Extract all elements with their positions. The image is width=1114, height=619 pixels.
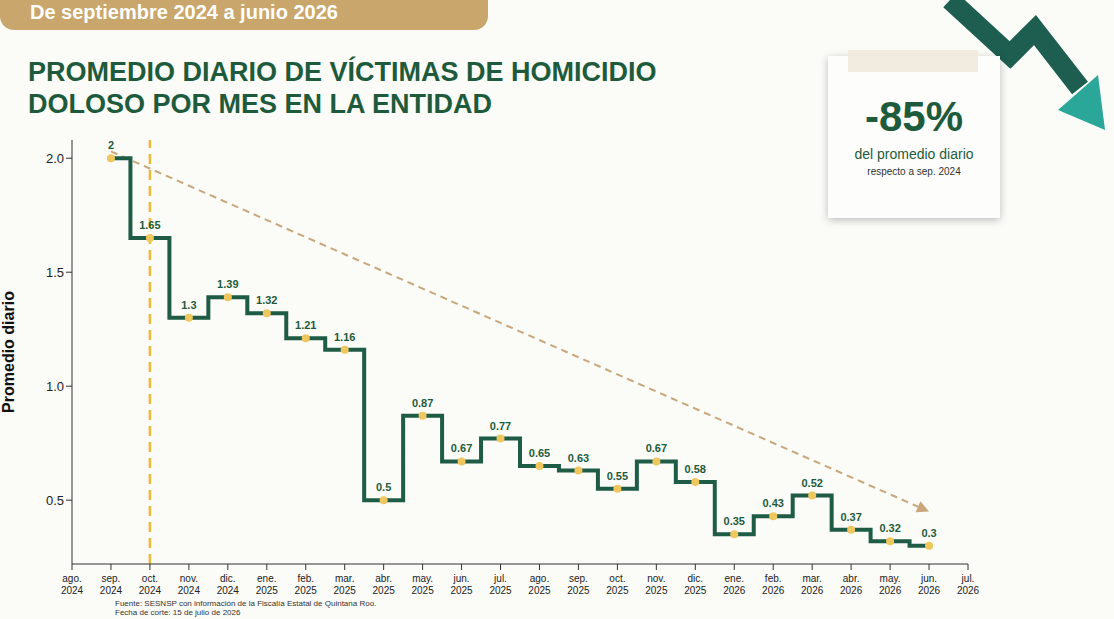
html-text:Fecha de corte: 15 de julio de: Fecha de corte: 15 de julio de 2026 <box>115 608 241 617</box>
svg-text:jun.2025: jun.2025 <box>450 573 473 596</box>
svg-text:Promedio diario: Promedio diario <box>0 291 17 413</box>
svg-text:2.0: 2.0 <box>46 151 64 166</box>
svg-text:may.2025: may.2025 <box>411 573 434 596</box>
svg-text:ago.2025: ago.2025 <box>528 573 551 596</box>
svg-text:abr.2026: abr.2026 <box>840 573 863 596</box>
svg-text:sep.2025: sep.2025 <box>567 573 590 596</box>
svg-text:0.5: 0.5 <box>376 481 391 493</box>
html-text:respecto a sep. 2024: respecto a sep. 2024 <box>867 166 961 177</box>
svg-text:sep.2024: sep.2024 <box>100 573 123 596</box>
svg-text:0.5: 0.5 <box>46 493 64 508</box>
svg-text:1.16: 1.16 <box>334 331 355 343</box>
svg-text:jun.2026: jun.2026 <box>918 573 941 596</box>
svg-text:0.3: 0.3 <box>921 527 936 539</box>
svg-text:0.35: 0.35 <box>724 515 745 527</box>
svg-text:0.67: 0.67 <box>646 442 667 454</box>
svg-text:0.43: 0.43 <box>763 497 784 509</box>
svg-text:ene.2025: ene.2025 <box>256 573 279 596</box>
svg-text:0.87: 0.87 <box>412 397 433 409</box>
svg-text:jul.2025: jul.2025 <box>489 573 512 596</box>
svg-text:0.63: 0.63 <box>568 452 589 464</box>
svg-text:0.55: 0.55 <box>607 470 628 482</box>
svg-text:0.65: 0.65 <box>529 447 550 459</box>
svg-text:dic.2024: dic.2024 <box>217 573 240 596</box>
html-text:De septiembre 2024 a junio 202: De septiembre 2024 a junio 2026 <box>30 1 338 23</box>
svg-text:1.0: 1.0 <box>46 379 64 394</box>
html-text:-85%: -85% <box>865 93 963 140</box>
svg-text:0.77: 0.77 <box>490 420 511 432</box>
html-text:PROMEDIO DIARIO DE VÍCTIMAS DE: PROMEDIO DIARIO DE VÍCTIMAS DE HOMICIDIO… <box>28 57 657 119</box>
svg-text:ago.2024: ago.2024 <box>61 573 84 596</box>
svg-text:feb.2026: feb.2026 <box>762 573 785 596</box>
svg-text:nov.2024: nov.2024 <box>178 573 201 596</box>
svg-text:ene.2026: ene.2026 <box>723 573 746 596</box>
svg-text:1.65: 1.65 <box>139 219 160 231</box>
svg-text:0.37: 0.37 <box>840 511 861 523</box>
svg-text:jul.2026: jul.2026 <box>957 573 980 596</box>
svg-text:mar.2025: mar.2025 <box>334 573 357 596</box>
svg-text:dic.2025: dic.2025 <box>684 573 707 596</box>
svg-text:1.21: 1.21 <box>295 319 316 331</box>
html-text:del promedio diario: del promedio diario <box>854 146 974 162</box>
svg-text:abr.2025: abr.2025 <box>373 573 396 596</box>
html-text:Fuente: SESNSP con información: Fuente: SESNSP con información de la Fis… <box>115 599 377 608</box>
svg-text:feb.2025: feb.2025 <box>295 573 318 596</box>
svg-text:may.2026: may.2026 <box>879 573 902 596</box>
svg-text:oct.2025: oct.2025 <box>606 573 629 596</box>
svg-text:0.52: 0.52 <box>801 477 822 489</box>
svg-text:oct.2024: oct.2024 <box>139 573 162 596</box>
svg-text:1.3: 1.3 <box>181 299 196 311</box>
svg-text:0.32: 0.32 <box>879 522 900 534</box>
svg-text:nov.2025: nov.2025 <box>645 573 668 596</box>
svg-text:1.5: 1.5 <box>46 265 64 280</box>
svg-text:2: 2 <box>108 139 114 151</box>
svg-text:1.32: 1.32 <box>256 294 277 306</box>
svg-text:mar.2026: mar.2026 <box>801 573 824 596</box>
svg-text:0.67: 0.67 <box>451 442 472 454</box>
svg-text:0.58: 0.58 <box>685 463 706 475</box>
svg-text:1.39: 1.39 <box>217 278 238 290</box>
